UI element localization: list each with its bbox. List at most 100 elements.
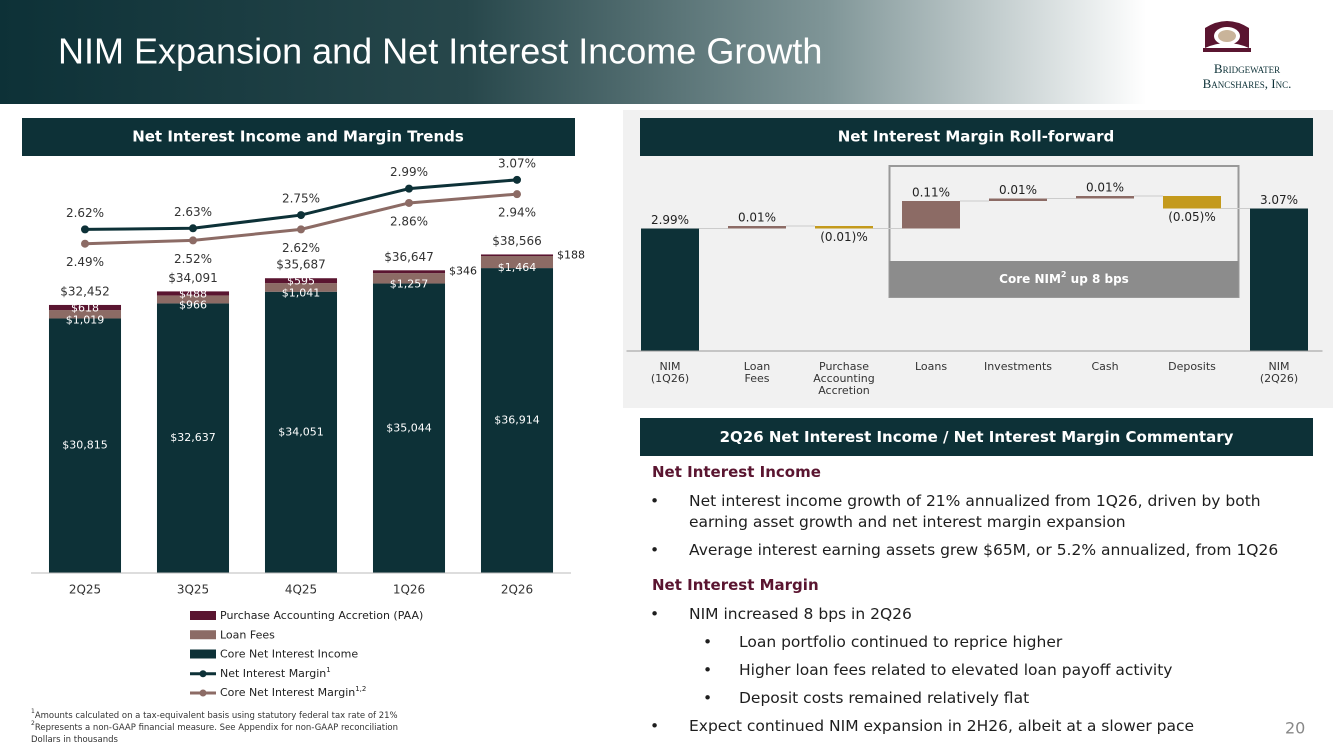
- bar-value-label: $36,914: [494, 414, 540, 427]
- bar-segment: [372, 270, 446, 274]
- x-tick-label: NIM (2Q26): [1260, 360, 1298, 385]
- bullet-text: Higher loan fees related to elevated loa…: [739, 661, 1173, 679]
- bar-value-label: $34,051: [278, 425, 324, 438]
- bar-value-label: $618: [71, 301, 99, 314]
- x-tick-line: Accretion: [818, 384, 870, 397]
- line-point: [81, 239, 89, 248]
- header-band: [0, 0, 1333, 104]
- line-point: [189, 236, 197, 245]
- x-tick-line: Loan: [744, 360, 770, 373]
- footnote: 1Amounts calculated on a tax-equivalent …: [31, 708, 398, 721]
- commentary: 2Q26 Net Interest Income / Net Interest …: [640, 418, 1313, 737]
- footnote-text: Represents a non-GAAP financial measure.…: [35, 723, 398, 733]
- line-point: [81, 225, 89, 234]
- bar-value-label: $188: [557, 248, 585, 261]
- panel-title-bar: [22, 118, 575, 156]
- bullet-text: NIM increased 8 bps in 2Q26: [689, 605, 912, 623]
- legend-item: Net Interest Margin1: [190, 666, 331, 680]
- waterfall-bar: [728, 226, 786, 229]
- waterfall-bar: [641, 228, 699, 351]
- bullet-item: • Higher loan fees related to elevated lo…: [640, 660, 1280, 681]
- bar-value-label: $30,815: [62, 439, 108, 452]
- logo-line: Bancshares, Inc.: [1203, 76, 1292, 91]
- bar-value-label: $35,044: [386, 421, 432, 434]
- x-tick-label: 2Q25: [69, 583, 101, 597]
- bar-value-label: $1,041: [282, 286, 321, 299]
- legend-item: Loan Fees: [190, 628, 275, 641]
- slide-title: NIM Expansion and Net Interest Income Gr…: [58, 31, 822, 72]
- total-label: $32,452: [60, 284, 110, 298]
- bullet-item: • NIM increased 8 bps in 2Q26: [640, 604, 1280, 625]
- legend-label: Core Net Interest Income: [220, 648, 358, 661]
- legend-swatch: [190, 630, 216, 640]
- bar-segment: [480, 255, 554, 269]
- waterfall-bar: [1163, 196, 1221, 209]
- x-tick-label: 4Q25: [285, 583, 317, 597]
- bullet-text: Net interest income growth of 21% annual…: [689, 492, 1261, 531]
- line-value-label: 2.52%: [174, 252, 212, 266]
- total-label: $36,647: [384, 250, 434, 264]
- x-tick-line: Cash: [1091, 360, 1118, 373]
- legend-label: Loan Fees: [220, 628, 275, 641]
- waterfall-value-label: 2.99%: [651, 213, 689, 227]
- panel-title: Net Interest Margin Roll-forward: [838, 128, 1115, 146]
- line-value-label: 2.63%: [174, 205, 212, 219]
- legend-item: Core Net Interest Income: [190, 648, 358, 661]
- bar-segment: [156, 295, 230, 304]
- footnote-text: Amounts calculated on a tax-equivalent b…: [35, 711, 398, 721]
- bar-value-label: $488: [179, 287, 207, 300]
- waterfall-bar: [1076, 196, 1134, 199]
- waterfall-value-label: 0.01%: [999, 183, 1037, 197]
- annotation-label: Core NIM2 up 8 bps: [999, 270, 1129, 286]
- line-value-label: 2.49%: [66, 255, 104, 269]
- bar-segment: [372, 283, 446, 573]
- bar-value-label: $595: [287, 275, 315, 288]
- legend-swatch: [199, 670, 207, 678]
- legend-name: Loan Fees: [220, 628, 275, 641]
- legend-label: Purchase Accounting Accretion (PAA): [220, 609, 423, 622]
- total-label: $34,091: [168, 271, 218, 285]
- bar-value-label: $1,257: [390, 277, 429, 290]
- waterfall-bar: [1250, 208, 1308, 351]
- bar-segment: [156, 291, 230, 296]
- bullet-item: • Net interest income growth of 21% annua…: [640, 491, 1280, 533]
- bar-segment: [264, 291, 338, 573]
- commentary-title: 2Q26 Net Interest Income / Net Interest …: [640, 418, 1313, 456]
- line-point: [189, 224, 197, 233]
- section-heading: Net Interest Income: [652, 463, 821, 481]
- annotation-text: up 8 bps: [1066, 272, 1128, 286]
- line-value-label: 2.94%: [498, 206, 536, 220]
- waterfall-bar: [989, 198, 1047, 201]
- footnote-ref: 1: [31, 708, 35, 715]
- x-tick-label: Cash: [1091, 360, 1118, 373]
- bar-value-label: $1,464: [498, 261, 537, 274]
- bar-segment: [480, 254, 554, 256]
- bullet-text: Expect continued NIM expansion in 2H26, …: [689, 717, 1195, 735]
- page-number: 20: [1285, 719, 1305, 738]
- x-tick-line: NIM: [1269, 360, 1290, 373]
- waterfall-bar: [902, 201, 960, 229]
- footnote-ref: 2: [31, 720, 35, 727]
- bullet-dot: •: [650, 717, 660, 735]
- panel-title: Net Interest Income and Margin Trends: [132, 128, 464, 146]
- bullet-dot: •: [650, 605, 660, 623]
- line-value-label: 2.99%: [390, 165, 428, 179]
- legend-name: Core Net Interest Margin: [220, 686, 355, 699]
- bullet-text: Average interest earning assets grew $65…: [689, 541, 1279, 559]
- x-tick-line: Fees: [745, 372, 770, 385]
- bullet-dot: •: [703, 689, 713, 707]
- line-value-label: 2.75%: [282, 192, 320, 206]
- logo-line: Bridgewater: [1214, 61, 1280, 76]
- x-tick-label: Loan Fees: [744, 360, 770, 385]
- x-tick-label: Loans: [915, 360, 947, 373]
- line-point: [513, 175, 521, 184]
- legend-name: Core Net Interest Income: [220, 648, 358, 661]
- line-value-label: 2.62%: [282, 241, 320, 255]
- legend-name: Net Interest Margin: [220, 667, 326, 680]
- line-value-label: 3.07%: [498, 156, 536, 170]
- section-heading: Net Interest Margin: [652, 576, 819, 594]
- bar-segment: [48, 304, 122, 311]
- x-tick-line: Purchase: [819, 360, 869, 373]
- x-tick-line: Investments: [984, 360, 1052, 373]
- panel-title-bar: [640, 118, 1313, 156]
